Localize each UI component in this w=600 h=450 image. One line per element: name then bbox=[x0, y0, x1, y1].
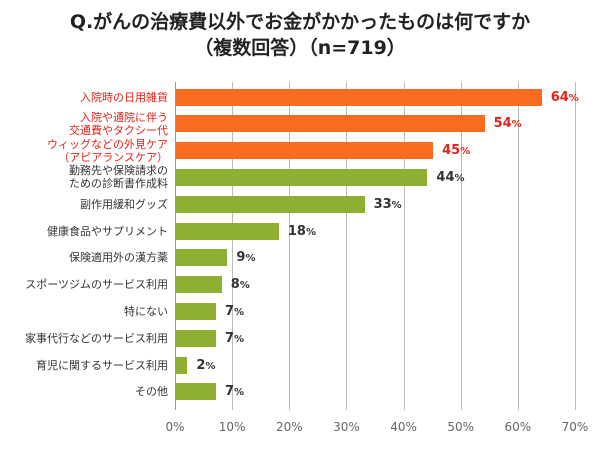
x-tick-label: 30% bbox=[333, 420, 360, 434]
value-label: 45% bbox=[442, 143, 471, 159]
category-label: 保険適用外の漢方薬 bbox=[69, 251, 168, 265]
category-label: 特にない bbox=[124, 304, 168, 318]
x-tick-label: 40% bbox=[390, 420, 417, 434]
value-label: 44% bbox=[436, 169, 465, 185]
category-label: 勤務先や保険請求の ための診断書作成料 bbox=[69, 164, 168, 191]
value-label: 9% bbox=[236, 250, 256, 266]
value-label: 7% bbox=[225, 303, 245, 319]
gridline bbox=[289, 82, 291, 410]
bar bbox=[176, 222, 279, 240]
category-label: 家事代行などのサービス利用 bbox=[25, 331, 168, 345]
x-tick-label: 60% bbox=[504, 420, 532, 434]
category-label: 副作用緩和グッズ bbox=[80, 197, 168, 211]
bar bbox=[176, 329, 216, 347]
bar bbox=[176, 195, 365, 213]
bar bbox=[176, 168, 428, 186]
category-label: スポーツジムのサービス利用 bbox=[25, 278, 168, 292]
chart-title: Q.がんの治療費以外でお金がかかったものは何ですか bbox=[69, 11, 531, 33]
bar bbox=[176, 115, 485, 133]
y-axis-line bbox=[175, 82, 176, 410]
category-label: 入院時の日用雑貨 bbox=[80, 90, 168, 104]
bar bbox=[176, 356, 188, 374]
x-tick-label: 20% bbox=[275, 420, 303, 434]
value-label: 2% bbox=[196, 357, 216, 373]
x-tick-label: 70% bbox=[561, 420, 589, 434]
category-label: 健康食品やサプリメント bbox=[47, 224, 168, 238]
category-label: ウィッグなどの外見ケア （アピアランスケア） bbox=[47, 137, 168, 164]
x-tick-label: 50% bbox=[447, 420, 475, 434]
bar bbox=[176, 276, 222, 294]
value-label: 8% bbox=[230, 277, 250, 293]
gridline bbox=[346, 82, 348, 410]
x-tick-label: 0% bbox=[165, 420, 185, 434]
gridline bbox=[232, 82, 234, 410]
bar bbox=[176, 249, 228, 267]
bar bbox=[176, 88, 542, 106]
bar bbox=[176, 142, 434, 160]
gridline bbox=[575, 82, 576, 410]
value-label: 18% bbox=[287, 223, 316, 239]
value-label: 54% bbox=[493, 116, 522, 132]
value-label: 7% bbox=[225, 330, 245, 346]
bar bbox=[176, 383, 216, 401]
category-label: 入院や通院に伴う 交通費やタクシー代 bbox=[69, 110, 168, 137]
gridline bbox=[403, 82, 405, 410]
category-label: 育児に関するサービス利用 bbox=[36, 358, 168, 372]
value-label: 7% bbox=[225, 384, 245, 400]
value-label: 33% bbox=[373, 196, 402, 212]
value-label: 64% bbox=[550, 89, 579, 105]
category-label: その他 bbox=[135, 385, 168, 399]
bar bbox=[176, 302, 216, 320]
chart-subtitle: （複数回答）（n=719） bbox=[194, 37, 406, 59]
gridline bbox=[517, 82, 519, 410]
x-tick-label: 10% bbox=[218, 420, 246, 434]
gridline bbox=[460, 82, 462, 410]
